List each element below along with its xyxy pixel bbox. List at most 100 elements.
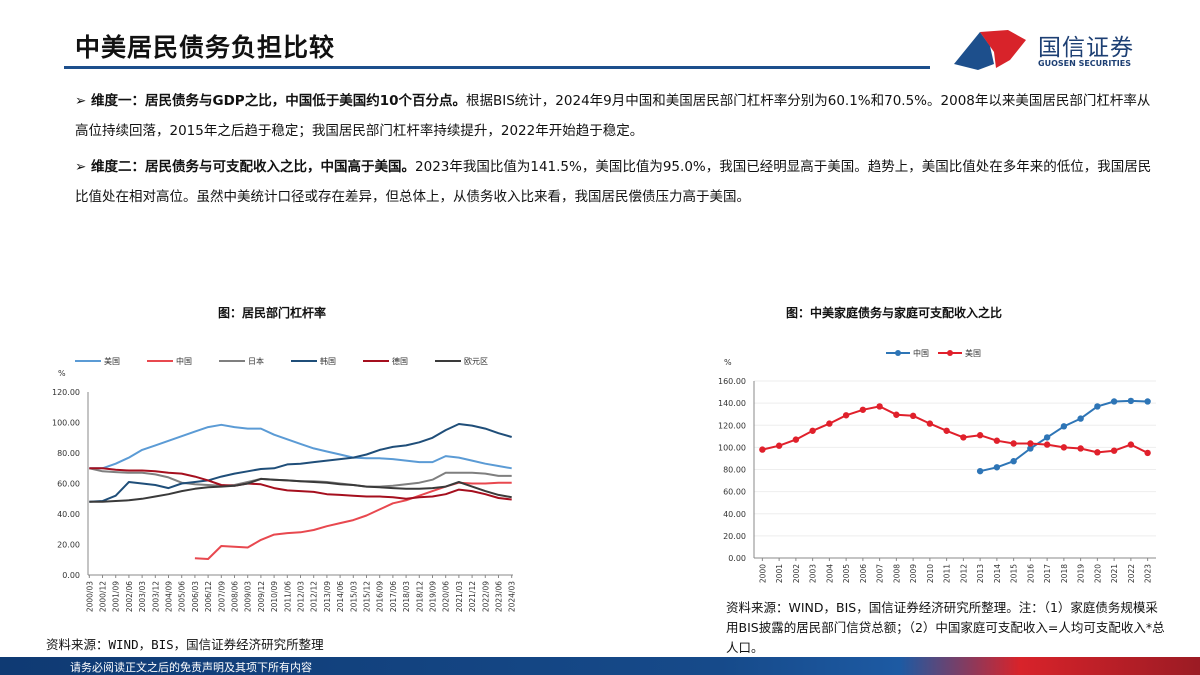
x-tick-label: 2022: [1127, 564, 1136, 583]
x-tick-label: 2011/06: [283, 581, 292, 612]
data-point: [1027, 440, 1034, 447]
x-tick-label: 2020/06: [442, 581, 451, 612]
footer-bar: 请务必阅读正文之后的免责声明及其项下所有内容: [0, 657, 1200, 675]
x-tick-label: 2003/12: [151, 581, 160, 612]
y-tick-label: 40.00: [57, 510, 80, 519]
bullet-icon: ➢: [75, 159, 92, 175]
x-tick-label: 2016: [1026, 564, 1035, 583]
legend-label: 中国: [176, 356, 192, 366]
data-point: [1010, 458, 1017, 465]
data-point: [909, 412, 917, 420]
x-tick-label: 2006: [859, 564, 868, 583]
x-tick-label: 2018/03: [402, 581, 411, 612]
legend-label: 美国: [104, 356, 120, 366]
x-tick-label: 2002: [792, 564, 801, 583]
x-tick-label: 2015/12: [362, 581, 371, 612]
data-point: [1110, 398, 1118, 405]
data-point: [1077, 445, 1084, 452]
series-line-中国: [979, 399, 1148, 473]
x-tick-label: 2009/03: [244, 581, 253, 612]
x-tick-label: 2013/09: [323, 581, 332, 612]
title-divider: [64, 66, 930, 69]
x-tick-label: 2023/06: [494, 581, 503, 612]
paragraph-heading: 维度一：居民债务与GDP之比，中国低于美国约10个百分点。: [91, 93, 466, 109]
data-point: [759, 446, 766, 453]
legend-label: 欧元区: [464, 356, 488, 366]
data-point: [993, 437, 1001, 444]
x-tick-label: 2003/03: [138, 581, 147, 612]
x-tick-label: 2015/03: [349, 581, 358, 612]
footer-disclaimer: 请务必阅读正文之后的免责声明及其项下所有内容: [70, 661, 312, 674]
series-line-美国: [89, 423, 512, 470]
paragraph-dimension-2: ➢ 维度二：居民债务与可支配收入之比，中国高于美国。2023年我国比值为141.…: [75, 152, 1155, 212]
left-chart-source: 资料来源：WIND，BIS，国信证券经济研究所整理: [46, 637, 324, 652]
logo-text-cn: 国信证券: [1038, 35, 1134, 61]
x-tick-label: 2002/06: [125, 581, 134, 612]
data-point: [1127, 441, 1135, 448]
x-tick-label: 2021/12: [468, 581, 477, 612]
series-line-韩国: [89, 423, 512, 503]
x-tick-label: 2011: [943, 564, 952, 583]
series-line-欧元区: [89, 477, 512, 503]
x-tick-label: 2014/06: [336, 581, 345, 612]
data-point: [842, 412, 850, 419]
legend-marker: [947, 350, 953, 356]
paragraph-dimension-1: ➢ 维度一：居民债务与GDP之比，中国低于美国约10个百分点。根据BIS统计，2…: [75, 86, 1155, 146]
y-tick-label: 40.00: [723, 510, 746, 519]
x-tick-label: 2021/03: [455, 581, 464, 612]
x-tick-label: 2020: [1093, 564, 1102, 583]
data-point: [993, 464, 1001, 471]
data-point: [976, 467, 984, 475]
data-point: [1060, 423, 1068, 430]
data-point: [1010, 440, 1017, 447]
legend-label: 日本: [248, 356, 264, 366]
data-point: [1043, 441, 1051, 448]
data-point: [976, 432, 984, 439]
data-point: [960, 434, 967, 441]
y-tick-label: 0.00: [728, 554, 746, 563]
data-point: [1043, 434, 1051, 441]
y-tick-label: 20.00: [57, 541, 80, 550]
data-point: [926, 420, 934, 427]
x-tick-label: 2000/03: [85, 581, 94, 612]
y-tick-label: 100.00: [52, 419, 80, 428]
x-tick-label: 2017: [1043, 564, 1052, 583]
paragraph-text: 2023年我国比值为141.5%，美国比值为95.0%，我国已经明显高于美国。趋…: [75, 159, 1152, 205]
x-tick-label: 2012/03: [297, 581, 306, 612]
page-title: 中美居民债务负担比较: [75, 33, 336, 62]
data-point: [1094, 449, 1101, 456]
data-point: [859, 406, 867, 413]
data-point: [943, 427, 950, 434]
y-tick-label: 100.00: [718, 443, 746, 452]
x-tick-label: 2004/09: [165, 581, 174, 612]
x-tick-label: 2005: [842, 564, 851, 583]
x-tick-label: 2013: [976, 564, 985, 583]
x-tick-label: 2007/09: [217, 581, 226, 612]
x-tick-label: 2019/09: [428, 581, 437, 612]
x-tick-label: 2007: [876, 564, 885, 583]
x-tick-label: 2023: [1144, 564, 1153, 583]
x-tick-label: 2010: [926, 564, 935, 583]
y-tick-label: 20.00: [723, 532, 746, 541]
y-tick-label: 0.00: [62, 571, 80, 580]
y-tick-label: 60.00: [723, 488, 746, 497]
x-tick-label: 2018: [1060, 564, 1069, 583]
y-tick-label: 160.00: [718, 377, 746, 386]
series-line-美国: [762, 405, 1149, 454]
data-point: [1094, 403, 1101, 410]
paragraph-heading: 维度二：居民债务与可支配收入之比，中国高于美国。: [91, 159, 416, 175]
y-tick-label: 120.00: [718, 421, 746, 430]
series-line-中国: [194, 481, 512, 560]
x-tick-label: 2012: [959, 564, 968, 583]
x-tick-label: 2009: [909, 564, 918, 583]
x-tick-label: 2003: [809, 564, 818, 583]
x-tick-label: 2016/09: [376, 581, 385, 612]
right-chart-title: 图：中美家庭债务与家庭可支配收入之比: [786, 306, 1003, 320]
bullet-icon: ➢: [75, 93, 92, 109]
x-tick-label: 2022/09: [481, 581, 490, 612]
data-point: [792, 436, 800, 443]
x-tick-label: 2024/03: [508, 581, 517, 612]
data-point: [1077, 415, 1084, 422]
x-tick-label: 2009/12: [257, 581, 266, 612]
x-tick-label: 2008/06: [231, 581, 240, 612]
